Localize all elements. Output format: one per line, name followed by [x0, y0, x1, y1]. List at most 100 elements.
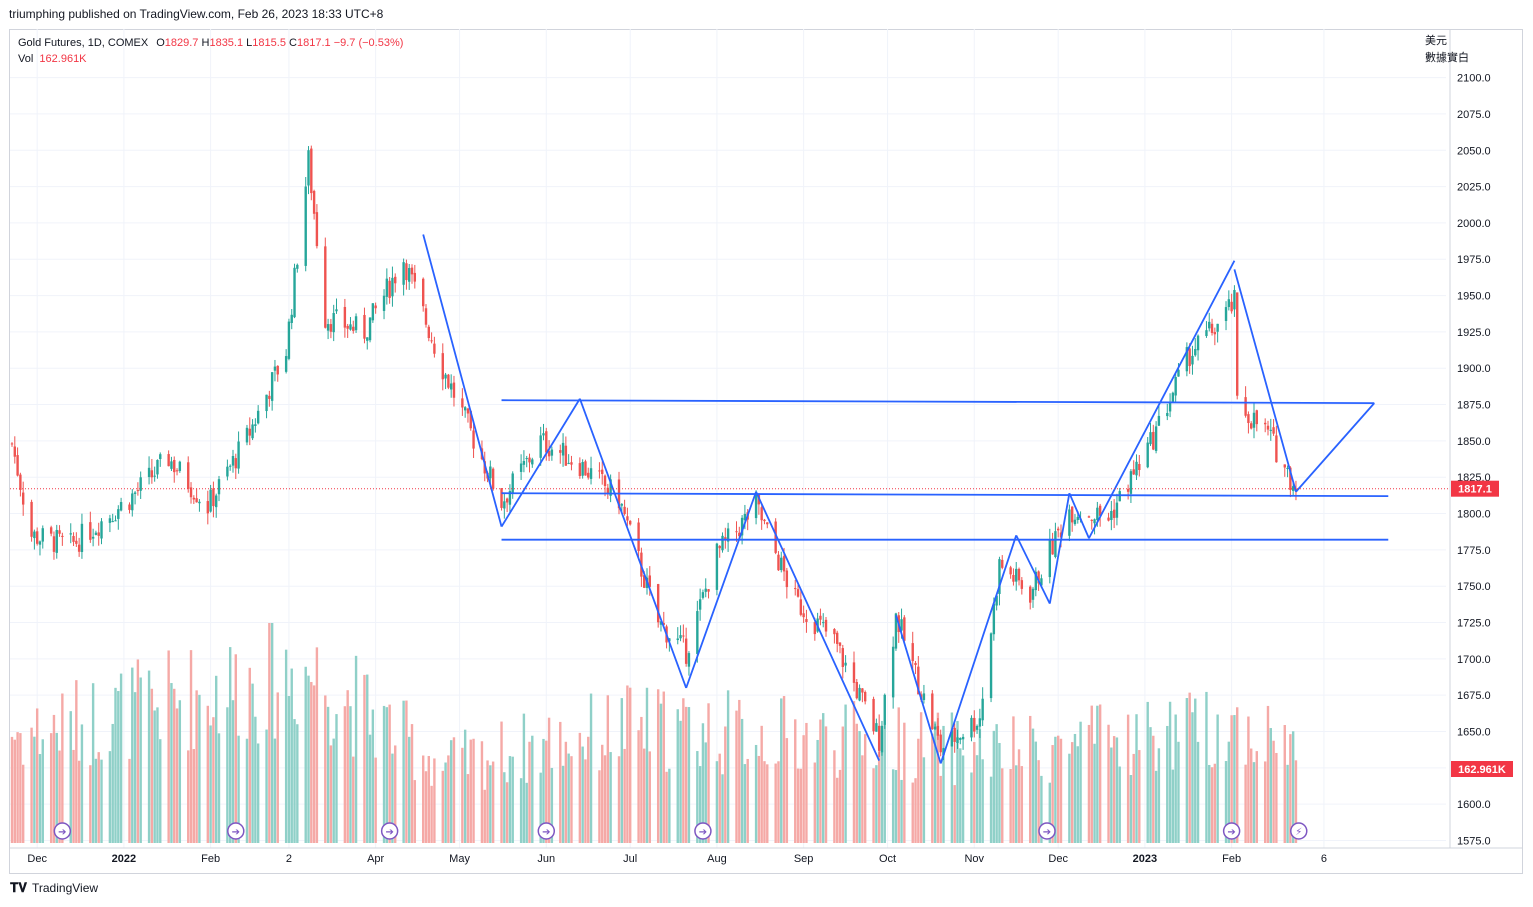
event-markers: ➔ ➔ ➔ ➔ ➔ ➔ ➔ ⚡	[53, 822, 1308, 840]
candle-body	[1056, 528, 1060, 531]
volume-bar	[245, 738, 249, 843]
candle-body	[310, 148, 313, 194]
volume-bar	[441, 770, 444, 843]
trendline	[500, 398, 581, 528]
volume-bar	[1076, 746, 1079, 843]
volume-bar	[522, 713, 526, 843]
candle-body	[704, 588, 707, 592]
volume-bar	[1093, 743, 1096, 843]
candle-body	[228, 465, 232, 467]
candle-body	[522, 460, 526, 465]
volume-bar	[1185, 698, 1189, 843]
volume-bar	[410, 724, 414, 843]
volume-bar	[1118, 766, 1121, 843]
volume-bar	[1255, 751, 1258, 843]
volume-bar	[1149, 727, 1152, 843]
volume-bar	[1272, 740, 1275, 843]
candle-body	[715, 543, 719, 590]
candle-body	[175, 470, 179, 472]
y-tick-label: 1600.0	[1457, 799, 1491, 811]
support-resistance-line	[501, 399, 1375, 405]
volume-bar	[16, 732, 19, 843]
candle-body	[1289, 467, 1292, 490]
candle-body	[256, 410, 260, 424]
candle-body	[584, 461, 587, 476]
volume-bar	[883, 724, 886, 843]
volume-bar	[427, 755, 430, 843]
volume-bar	[234, 654, 237, 843]
volume-bar	[718, 753, 721, 843]
volume-bar	[366, 674, 369, 843]
candle-body	[872, 698, 875, 732]
candle-body	[961, 736, 965, 740]
candle-body	[511, 473, 514, 493]
volume-bar	[94, 758, 98, 843]
candle-body	[620, 504, 624, 506]
candle-body	[824, 619, 828, 632]
candle-body	[623, 506, 626, 515]
volume-bar	[114, 687, 117, 843]
volume-bar	[273, 738, 277, 843]
volume-bar	[1177, 741, 1180, 843]
candle-body	[16, 455, 19, 476]
candle-body	[1070, 506, 1074, 523]
candle-body	[782, 556, 786, 572]
legend-low: 1815.5	[252, 37, 286, 49]
volume-bar	[1059, 738, 1063, 843]
candle-body	[911, 643, 914, 662]
candle-body	[72, 536, 75, 542]
volume-bar	[1070, 742, 1074, 843]
candle-body	[589, 468, 593, 479]
volume-bar	[505, 782, 509, 843]
candle-body	[774, 521, 777, 553]
candle-body	[894, 613, 898, 649]
candle-body	[626, 516, 629, 521]
volume-bar	[858, 731, 861, 843]
volume-bar	[584, 759, 587, 843]
candlesticks	[10, 145, 1298, 761]
candle-body	[304, 186, 307, 266]
candle-body	[950, 730, 954, 747]
candle-body	[1283, 464, 1286, 468]
last-price-text: 1817.1	[1458, 484, 1492, 496]
candle-body	[290, 314, 293, 323]
volume-bar	[978, 729, 982, 843]
volume-bar	[707, 703, 710, 843]
volume-bar	[1001, 768, 1004, 843]
volume-bar	[589, 693, 593, 843]
volume-bar	[894, 770, 898, 843]
candle-body	[178, 461, 182, 471]
candle-body	[656, 584, 660, 623]
volume-bar	[150, 688, 154, 843]
volume-bar	[919, 712, 923, 843]
volume-bar	[1020, 766, 1024, 843]
volume-bar	[139, 677, 142, 843]
candle-body	[550, 449, 554, 456]
y-tick-label: 2025.0	[1457, 182, 1491, 194]
candle-body	[629, 520, 632, 525]
volume-bar	[491, 761, 495, 843]
volume-bar	[1087, 724, 1091, 843]
legend-ohlc-row: Gold Futures, 1D, COMEX O1829.7 H1835.1 L…	[18, 37, 404, 49]
volume-bar	[19, 733, 22, 843]
candle-body	[444, 374, 447, 379]
volume-bar	[698, 766, 702, 843]
candle-body	[547, 450, 551, 457]
candle-body	[1110, 510, 1113, 521]
candle-body	[139, 477, 142, 491]
volume-bar	[480, 741, 484, 843]
candle-body	[21, 492, 25, 505]
candle-body	[903, 617, 906, 641]
volume-bar	[55, 732, 58, 843]
candle-body	[119, 502, 123, 511]
candle-body	[97, 532, 100, 536]
legend-high: 1835.1	[209, 37, 244, 49]
volume-bar	[1250, 748, 1253, 843]
candle-body	[1112, 509, 1116, 518]
candle-body	[270, 372, 274, 401]
volume-bars	[10, 623, 1298, 843]
volume-bar	[449, 740, 453, 843]
candle-body	[385, 278, 389, 297]
candle-body	[981, 698, 984, 721]
